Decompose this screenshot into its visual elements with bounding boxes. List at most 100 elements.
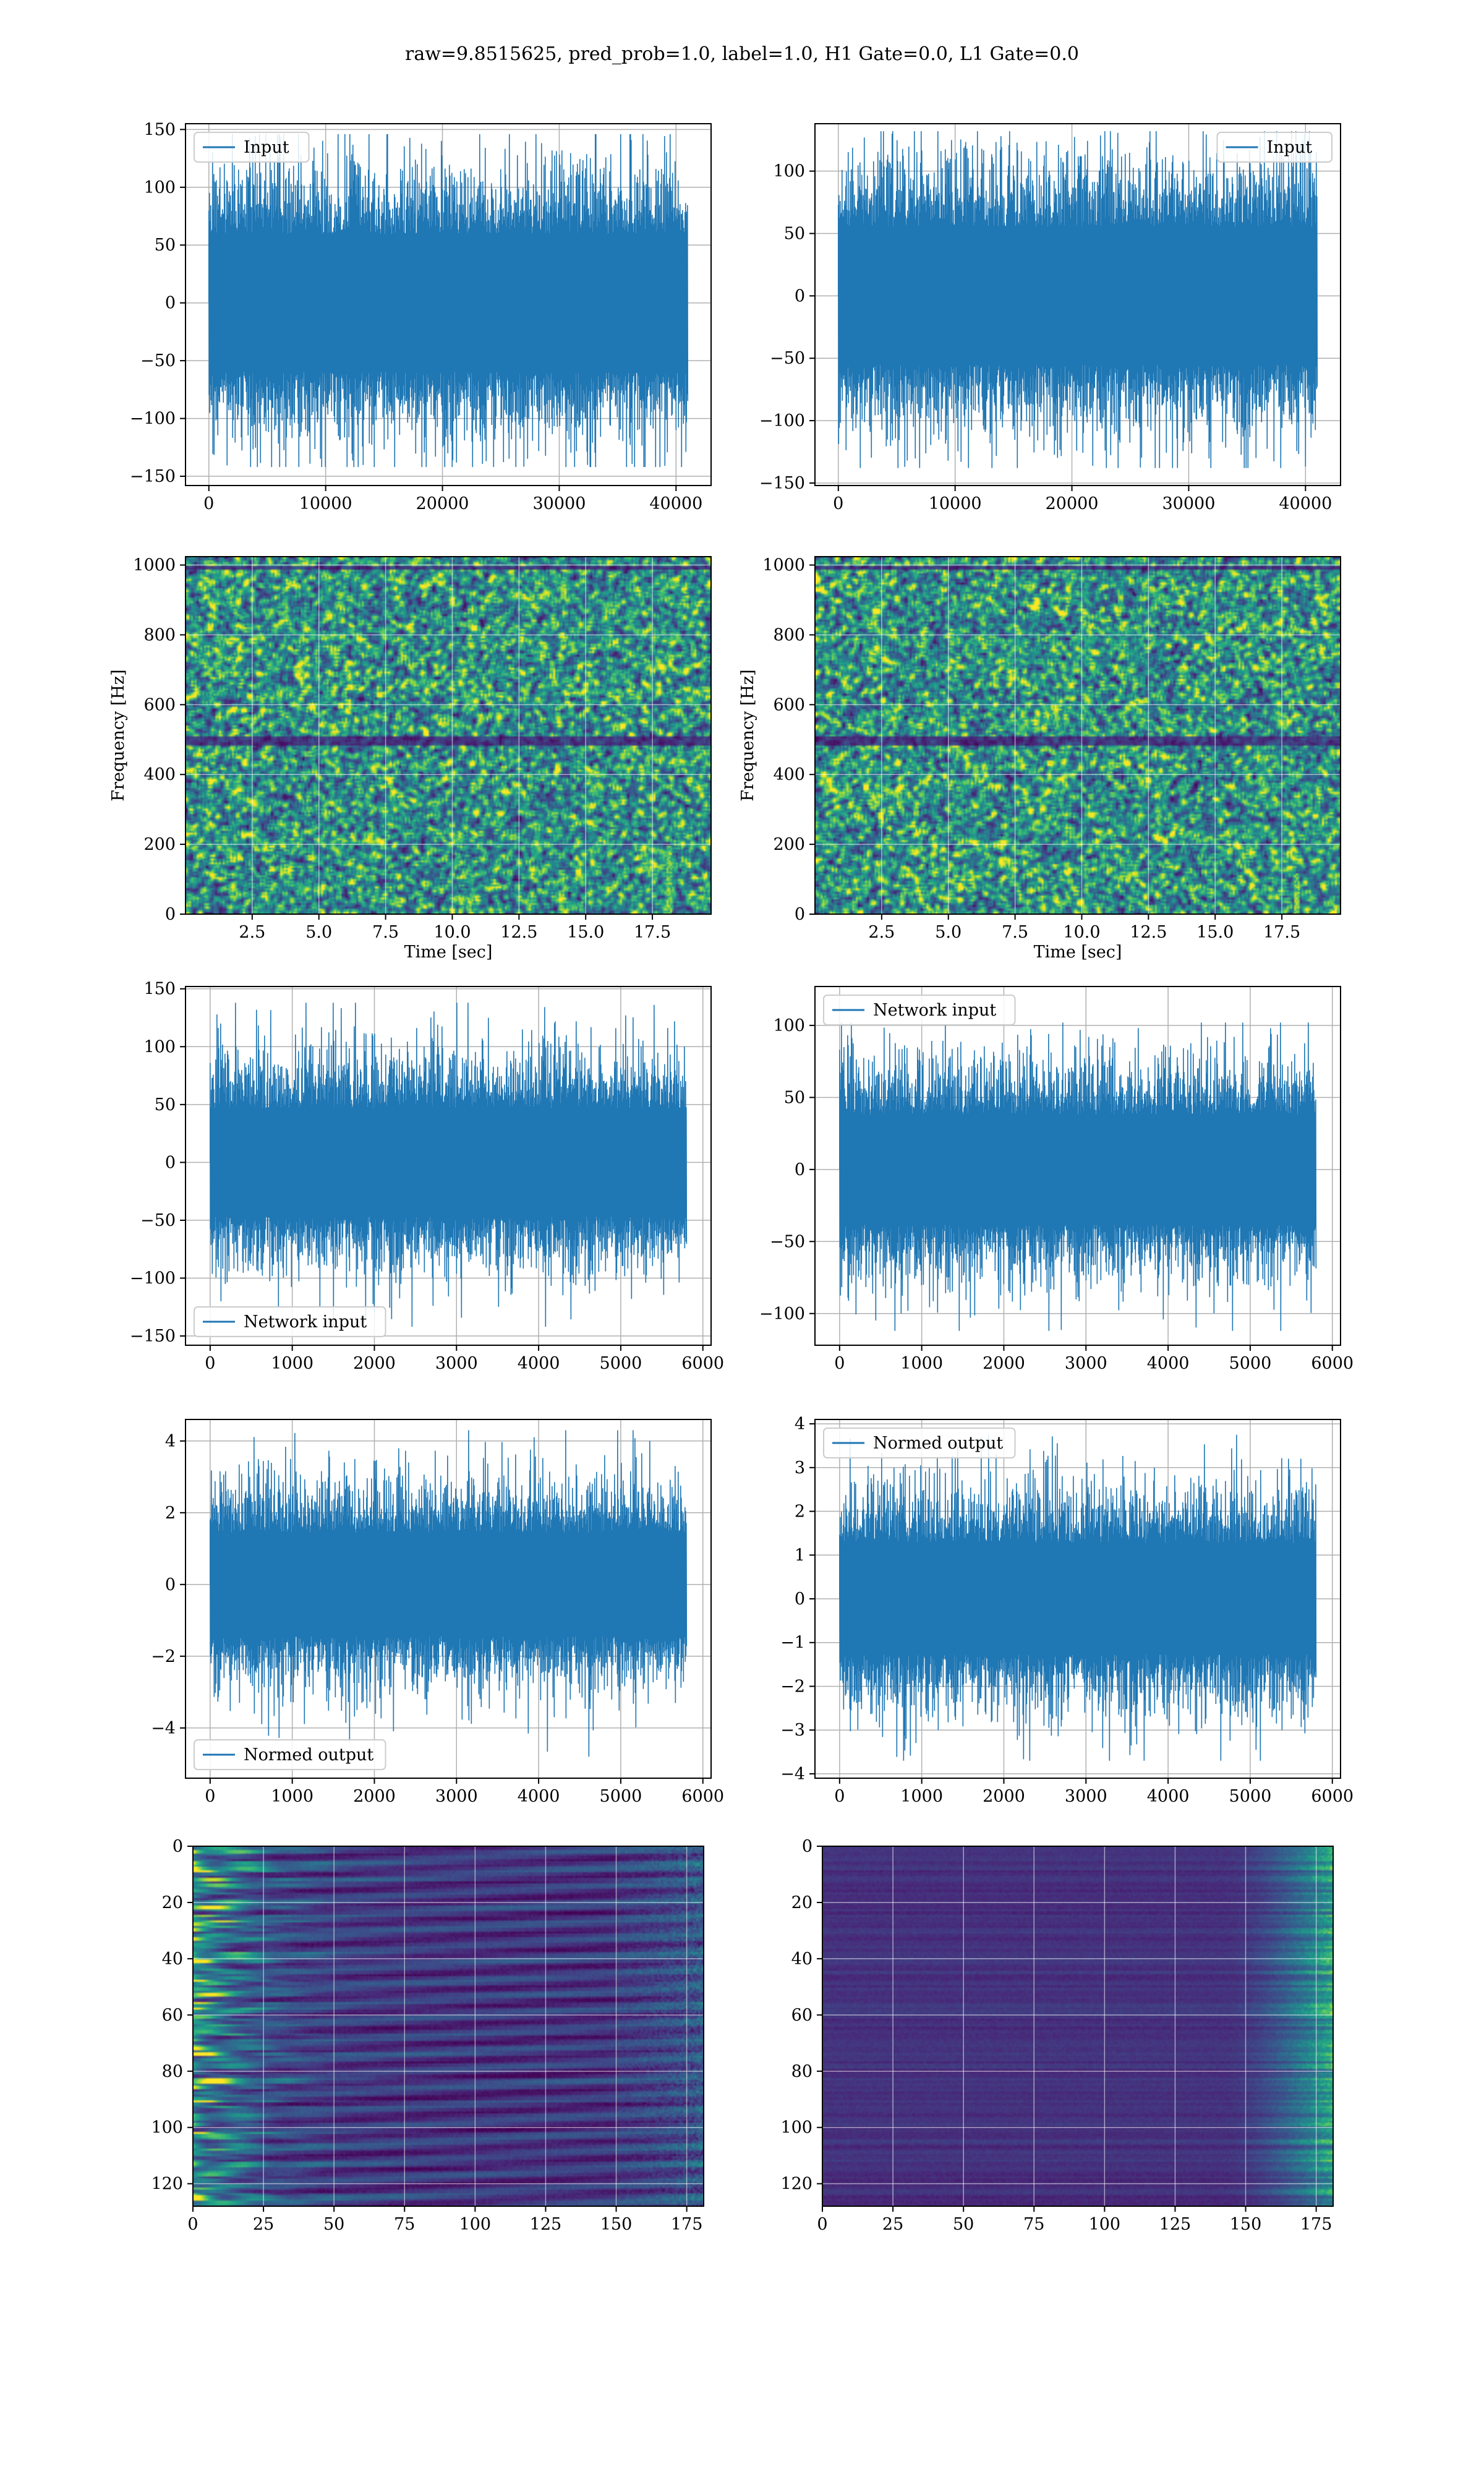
axes-frame [185, 986, 712, 1346]
x-tick-label: 3000 [435, 1354, 478, 1373]
legend-label: Network input [873, 1001, 996, 1020]
y-tick-label: −50 [770, 1232, 805, 1251]
y-tick-label: −4 [151, 1719, 176, 1738]
x-tick-label: 17.5 [634, 923, 671, 942]
panel-normed-output-h1: 0 1000 2000 3000 4000 5000 6000 −4 −2 0 2 4 Normed o… [151, 1419, 724, 1806]
y-tick-label: 50 [155, 236, 176, 255]
x-tick-label: 5000 [1229, 1787, 1272, 1806]
y-tick-label: 100 [780, 2118, 812, 2138]
x-tick-label: 3000 [435, 1787, 478, 1806]
tick-labels: 0 10000 20000 30000 40000 −150 −100 −50 0 50 100 [759, 162, 1332, 513]
tick-labels: 0 1000 2000 3000 4000 5000 6000 −4 −2 0 2 4 [151, 1432, 724, 1806]
y-tick-label: 0 [165, 1575, 176, 1594]
panel-spectrogram-h1: 2.5 5.0 7.5 10.0 12.5 15.0 17.5 0 200 400 600 800 10… [109, 556, 712, 962]
x-tick-label: 25 [253, 2215, 274, 2234]
y-tick-label: −4 [780, 1765, 805, 1784]
y-tick-label: 400 [773, 765, 805, 784]
legend: Input [1216, 132, 1333, 163]
y-tick-label: 0 [165, 1153, 176, 1172]
x-tick-label: 0 [834, 1787, 845, 1806]
legend-box [823, 1427, 1016, 1458]
y-tick-label: 0 [165, 294, 176, 313]
y-tick-label: −150 [759, 474, 805, 493]
panel-network-input-h1: 0 1000 2000 3000 4000 5000 6000 −150 −100 −50 0 50 1… [130, 980, 724, 1373]
y-tick-label: 3 [795, 1458, 805, 1478]
panel-feature-map-h1: 0 25 50 75 100 125 150 175 0 20 40 60 80 100 120 [151, 1837, 704, 2234]
y-tick-label: 2 [795, 1502, 805, 1522]
x-tick-label: 7.5 [1002, 923, 1028, 942]
y-tick-label: 0 [795, 905, 805, 924]
grid [815, 557, 1341, 915]
y-tick-label: −100 [130, 409, 176, 429]
y-tick-label: −150 [130, 1327, 176, 1346]
x-tick-label: 50 [953, 2215, 974, 2234]
tick-labels: 0 1000 2000 3000 4000 5000 6000 −150 −100 −50 0 50 1… [130, 980, 724, 1373]
x-tick-label: 4000 [1147, 1354, 1190, 1373]
x-tick-label: 6000 [1311, 1787, 1354, 1806]
x-tick-label: 150 [1230, 2215, 1262, 2234]
x-tick-label: 3000 [1065, 1787, 1107, 1806]
panel-input-l1: 0 10000 20000 30000 40000 −150 −100 −50 0 50 100 In… [759, 123, 1341, 513]
y-tick-label: −100 [759, 1304, 805, 1324]
x-tick-label: 1000 [271, 1354, 313, 1373]
y-tick-label: 800 [143, 625, 176, 644]
legend: Normed output [823, 1427, 1016, 1458]
x-tick-label: 0 [205, 1354, 215, 1373]
y-tick-label: 600 [773, 695, 805, 714]
legend-box [194, 1306, 386, 1337]
x-tick-label: 4000 [518, 1354, 560, 1373]
x-tick-label: 12.5 [500, 923, 537, 942]
x-tick-label: 25 [882, 2215, 903, 2234]
y-tick-label: 200 [143, 835, 176, 854]
y-tick-label: 150 [143, 980, 176, 999]
y-tick-label: 1000 [762, 556, 805, 575]
heatmap-image [822, 1846, 1333, 2206]
x-tick-label: 75 [1023, 2215, 1044, 2234]
axes-frame [814, 986, 1341, 1346]
x-tick-label: 17.5 [1263, 923, 1300, 942]
legend-box [194, 132, 310, 163]
legend-label: Input [244, 138, 289, 157]
x-tick-label: 1000 [900, 1354, 943, 1373]
heatmap-image [815, 557, 1341, 914]
axes-frame [822, 1846, 1334, 2207]
y-tick-label: 0 [795, 1160, 805, 1179]
y-tick-label: 1 [795, 1546, 805, 1565]
x-tick-label: 30000 [532, 494, 586, 513]
y-tick-label: 200 [773, 835, 805, 854]
y-tick-label: 0 [795, 286, 805, 306]
panel-input-h1: 0 10000 20000 30000 40000 −150 −100 −50 0 50 100 15… [130, 120, 712, 513]
y-tick-label: −50 [770, 349, 805, 368]
x-tick-label: 30000 [1162, 494, 1215, 513]
legend-box [1216, 132, 1333, 163]
x-tick-label: 0 [187, 2215, 198, 2234]
y-tick-label: 120 [780, 2175, 812, 2194]
x-tick-label: 50 [323, 2215, 344, 2234]
x-tick-label: 1000 [900, 1787, 943, 1806]
legend: Network input [194, 1306, 386, 1337]
y-tick-label: −50 [140, 351, 176, 370]
x-tick-label: 150 [600, 2215, 633, 2234]
legend-label: Normed output [244, 1745, 373, 1765]
x-tick-label: 2.5 [868, 923, 895, 942]
tick-labels: 0 1000 2000 3000 4000 5000 6000 −100 −50 0 50 100 [759, 1016, 1354, 1373]
x-tick-label: 7.5 [372, 923, 399, 942]
x-tick-label: 125 [1159, 2215, 1192, 2234]
grid [186, 557, 711, 915]
x-tick-label: 40000 [1279, 494, 1332, 513]
series-core [839, 1123, 1316, 1217]
y-tick-label: 120 [151, 2175, 183, 2194]
x-axis-label: Time [sec] [404, 943, 493, 962]
x-tick-label: 5000 [1229, 1354, 1272, 1373]
y-tick-label: 2 [165, 1504, 176, 1523]
series-core [210, 1540, 686, 1629]
y-tick-label: 600 [143, 695, 176, 714]
x-tick-label: 4000 [518, 1787, 560, 1806]
tick-labels: 2.5 5.0 7.5 10.0 12.5 15.0 17.5 0 200 400 600 800 10… [762, 556, 1300, 942]
panel-spectrogram-l1: 2.5 5.0 7.5 10.0 12.5 15.0 17.5 0 200 400 600 800 10… [738, 556, 1341, 962]
y-tick-label: 60 [162, 2006, 183, 2025]
y-tick-label: 50 [155, 1095, 176, 1115]
x-tick-label: 5.0 [305, 923, 332, 942]
x-tick-label: 5.0 [935, 923, 962, 942]
